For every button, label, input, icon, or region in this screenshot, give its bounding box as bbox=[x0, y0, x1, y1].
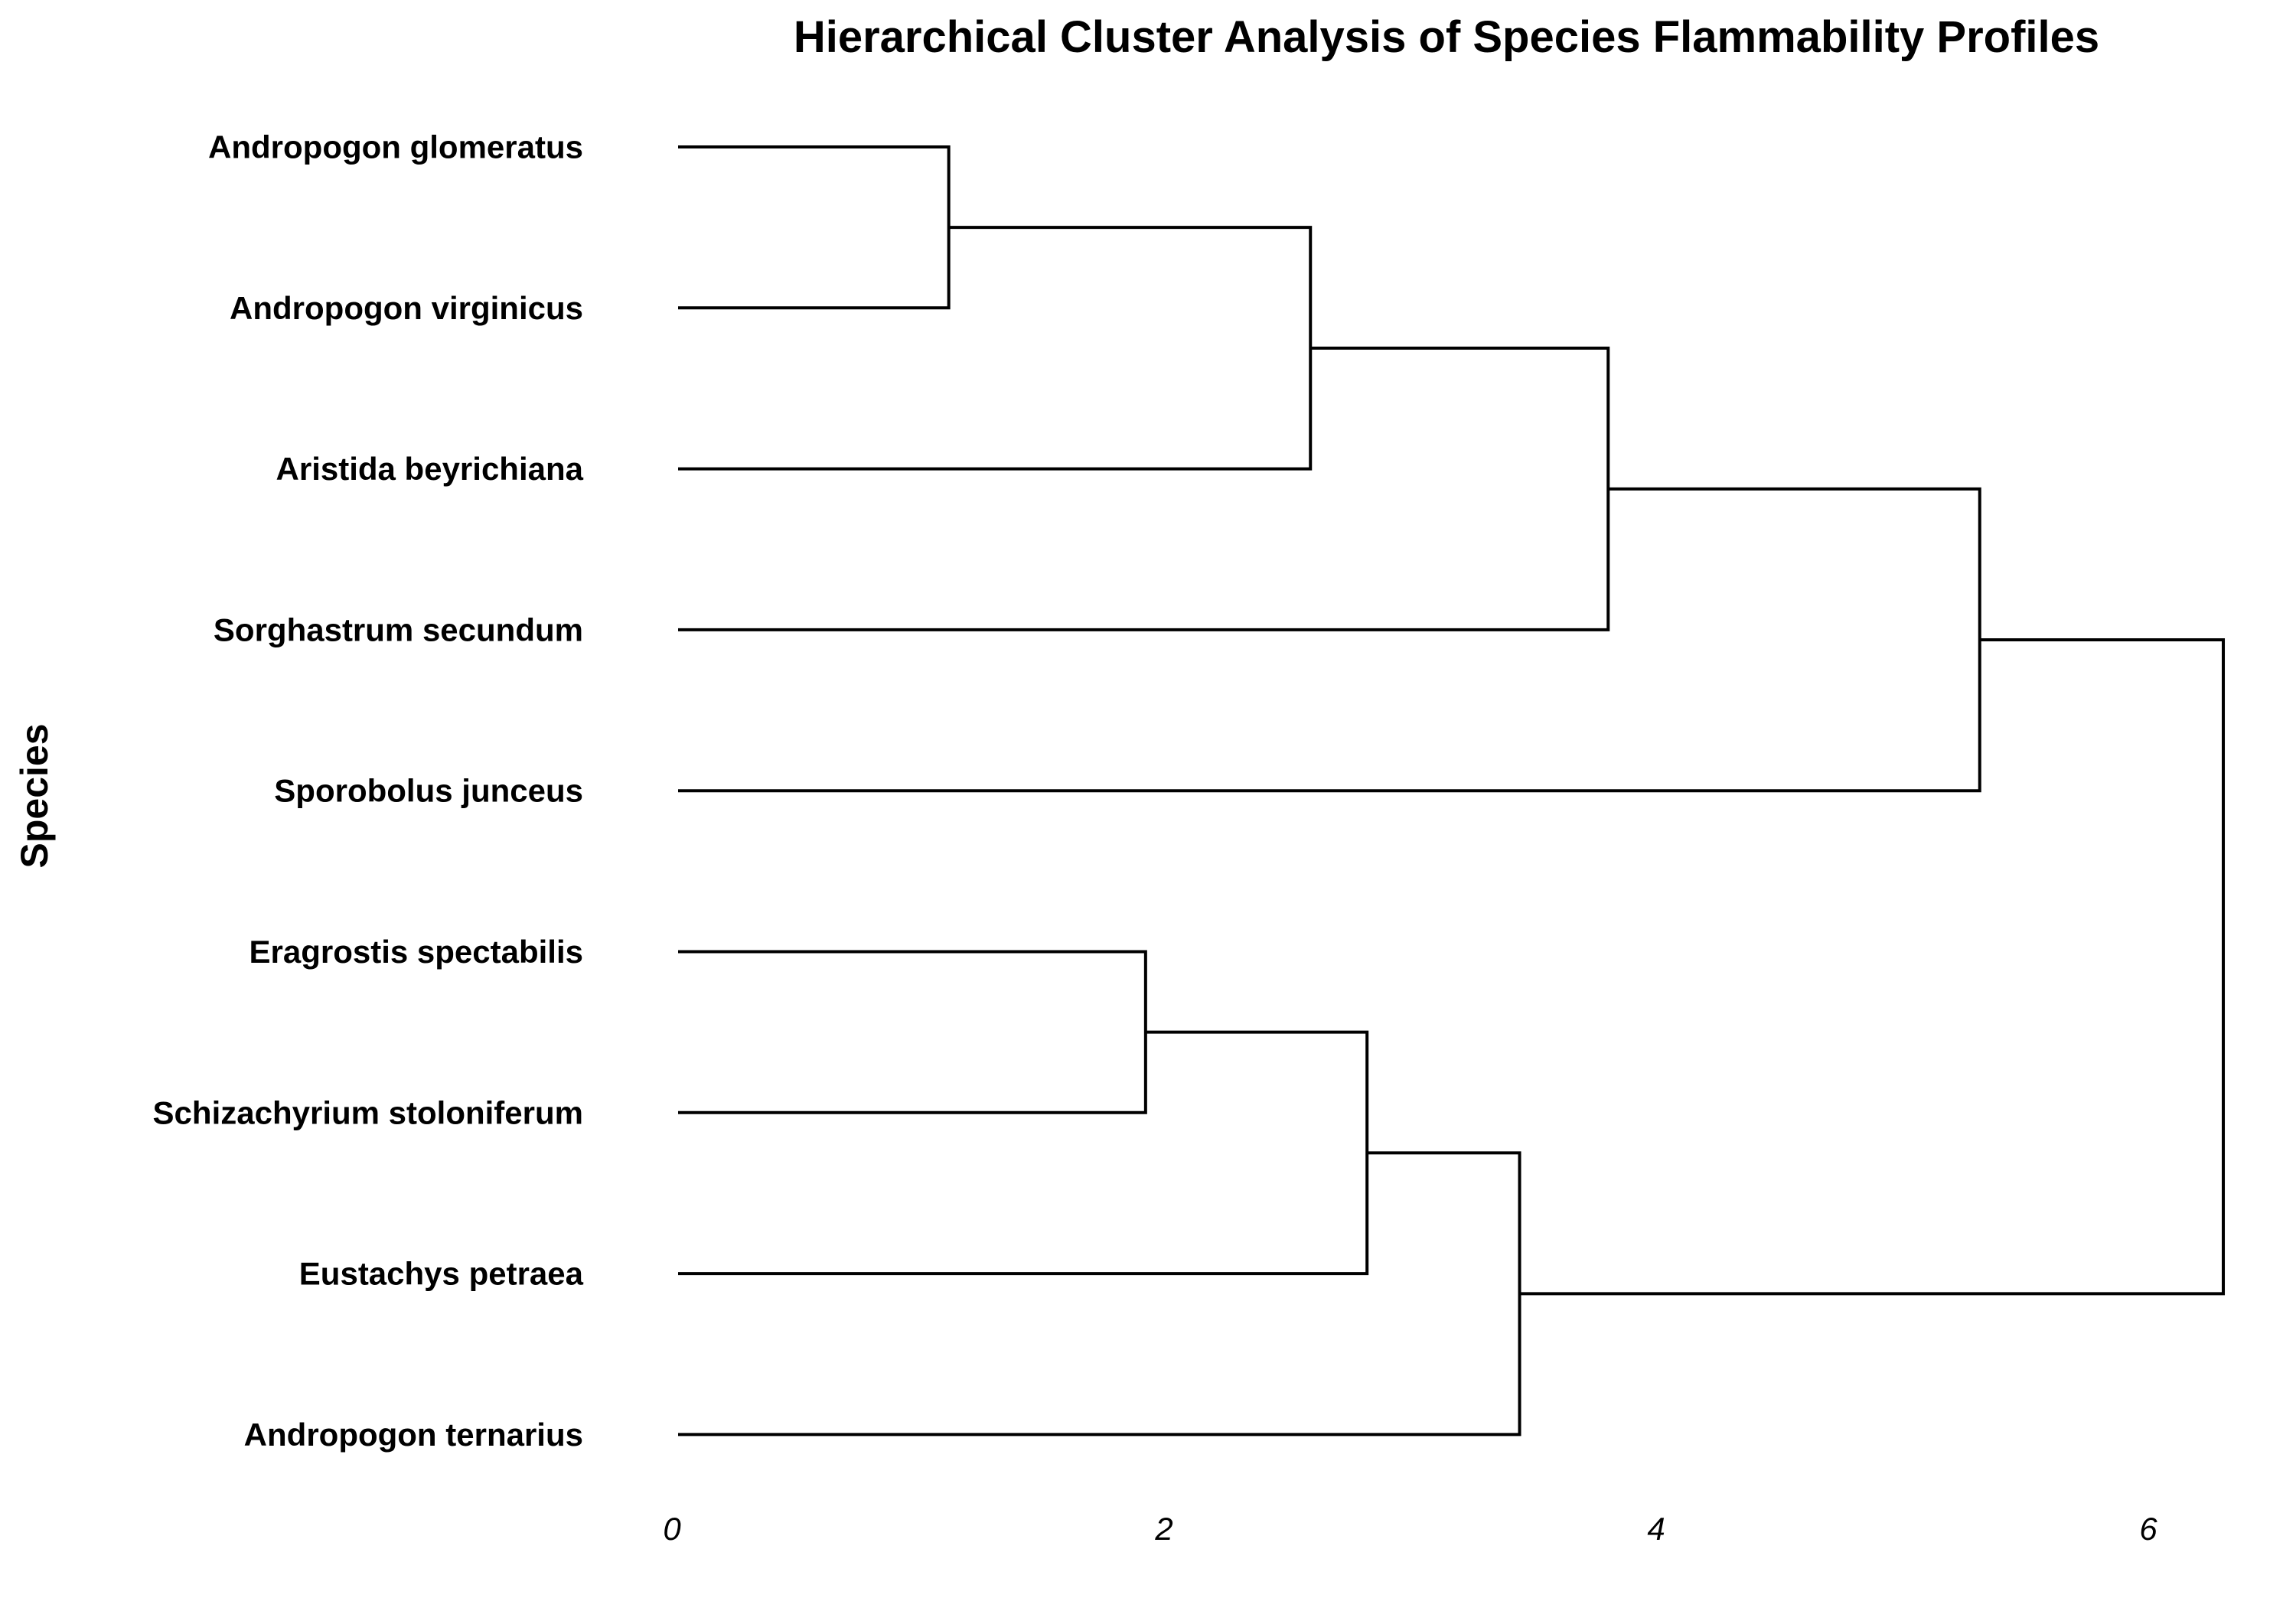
dendrogram-link-c4 bbox=[678, 487, 1981, 793]
x-tick-label-6: 6 bbox=[2139, 1511, 2157, 1547]
x-tick-label-0: 0 bbox=[663, 1511, 681, 1547]
dendrogram-link-c8 bbox=[1519, 638, 2226, 1296]
leaf-labels: Andropogon glomeratus Andropogon virginic… bbox=[153, 129, 584, 1453]
x-tick-label-4: 4 bbox=[1647, 1511, 1665, 1547]
dendrogram-link-c5 bbox=[678, 950, 1147, 1114]
leaf-label-sorghastrum-secundum: Sorghastrum secundum bbox=[214, 611, 583, 647]
x-tick-label-2: 2 bbox=[1154, 1511, 1172, 1547]
dendrogram-link-c3 bbox=[678, 346, 1610, 631]
leaf-label-sporobolus-junceus: Sporobolus junceus bbox=[274, 773, 583, 809]
leaf-label-eragrostis-spectabilis: Eragrostis spectabilis bbox=[249, 934, 583, 970]
chart-title: Hierarchical Cluster Analysis of Species… bbox=[794, 12, 2099, 62]
leaf-label-andropogon-virginicus: Andropogon virginicus bbox=[230, 290, 583, 326]
leaf-label-eustachys-petraea: Eustachys petraea bbox=[299, 1256, 584, 1292]
x-axis-ticks: 0 2 4 6 bbox=[663, 1511, 2157, 1547]
leaf-label-andropogon-glomeratus: Andropogon glomeratus bbox=[208, 129, 583, 165]
dendrogram-links bbox=[678, 145, 2226, 1437]
dendrogram-link-c7 bbox=[678, 1151, 1521, 1437]
leaf-label-aristida-beyrichiana: Aristida beyrichiana bbox=[276, 451, 584, 487]
leaf-label-schizachyrium-stoloniferum: Schizachyrium stoloniferum bbox=[153, 1094, 583, 1130]
dendrogram-link-c6 bbox=[678, 1030, 1369, 1276]
dendrogram-link-c2 bbox=[678, 226, 1313, 471]
y-axis-label: Species bbox=[13, 723, 56, 868]
leaf-label-andropogon-ternarius: Andropogon ternarius bbox=[244, 1417, 583, 1453]
dendrogram-link-c1 bbox=[678, 145, 951, 310]
